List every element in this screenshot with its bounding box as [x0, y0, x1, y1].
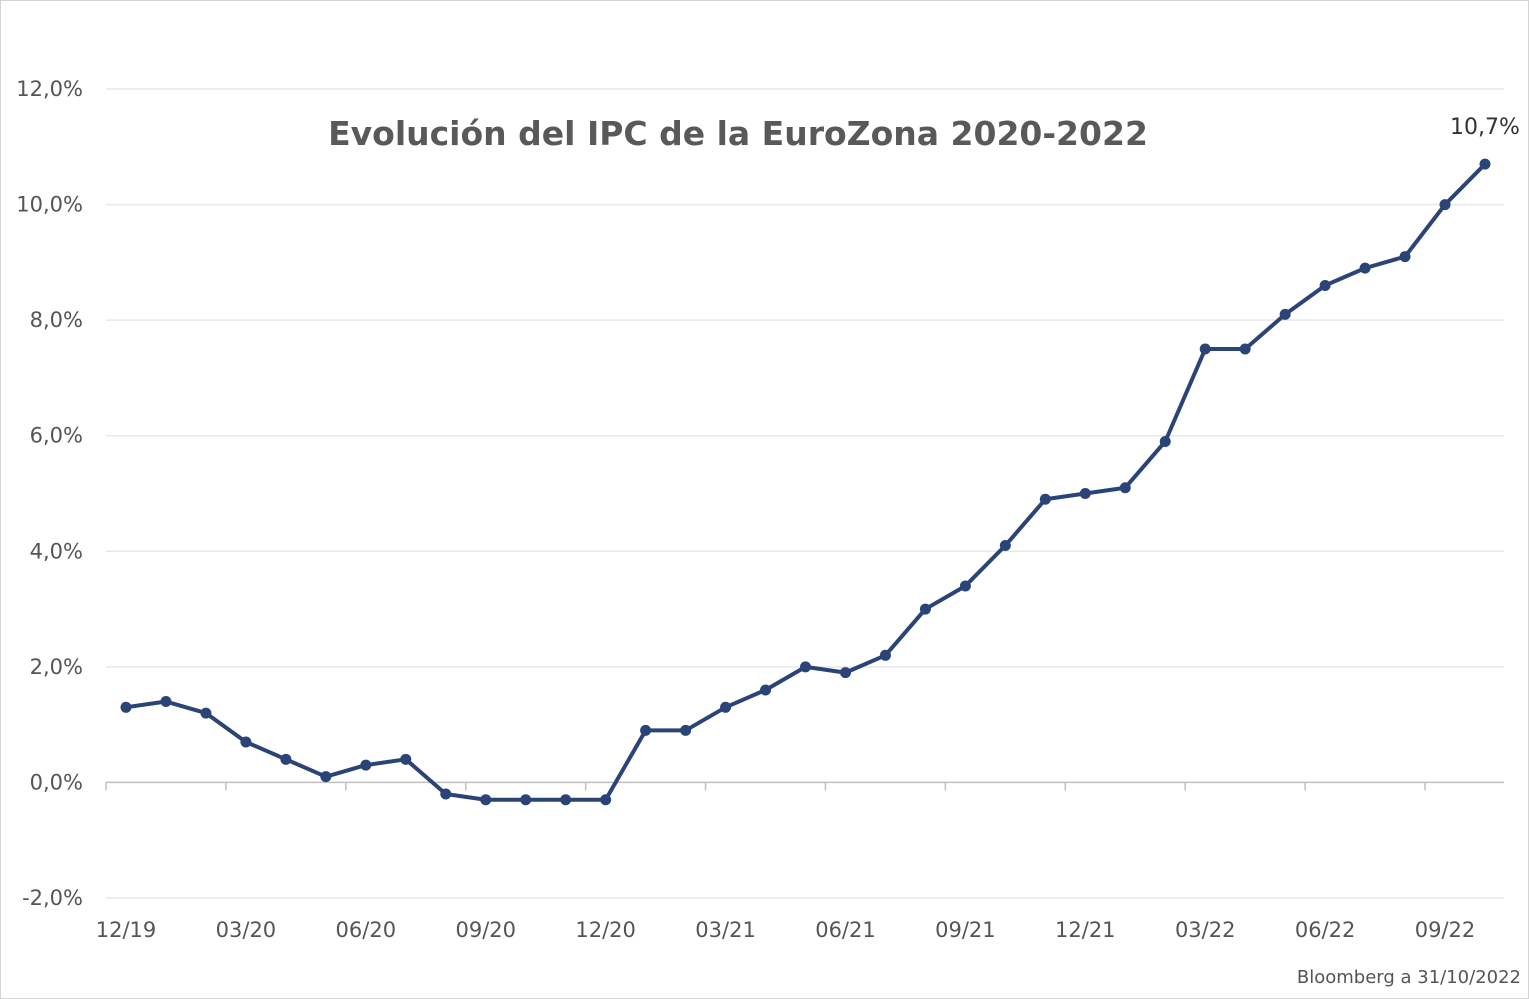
- y-tick-label: 6,0%: [30, 424, 83, 448]
- data-point: [879, 649, 891, 661]
- x-axis-ticks: 12/19 03/20 06/20 09/20 12/20 03/21 06/21 09/21…: [96, 918, 1476, 942]
- data-point: [1359, 262, 1371, 274]
- data-point: [240, 736, 252, 748]
- y-axis-ticks: -2,0% 0,0% 2,0% 4,0% 6,0% 8,0% 10,0% 12,0%: [16, 77, 83, 910]
- data-point: [280, 753, 292, 765]
- y-tick-label: 0,0%: [30, 770, 83, 794]
- data-point: [1159, 435, 1171, 447]
- data-point: [520, 794, 532, 806]
- chart-title: Evolución del IPC de la EuroZona 2020-20…: [328, 114, 1148, 153]
- y-tick-label: -2,0%: [22, 886, 83, 910]
- data-point: [1119, 482, 1131, 494]
- data-point: [1239, 343, 1251, 355]
- data-point: [1079, 488, 1091, 499]
- data-point: [120, 701, 132, 713]
- y-tick-label: 2,0%: [30, 655, 83, 679]
- data-point: [999, 540, 1011, 552]
- x-tick-label: 12/21: [1055, 918, 1116, 942]
- x-axis-tickmarks: [105, 782, 1426, 791]
- data-point: [640, 724, 652, 736]
- gridlines: [106, 88, 1504, 899]
- data-point: [800, 661, 811, 673]
- data-point: [600, 794, 612, 806]
- data-points: [120, 158, 1491, 806]
- data-point: [200, 707, 212, 719]
- data-point: [1039, 493, 1051, 505]
- data-point: [1439, 199, 1451, 211]
- y-tick-label: 12,0%: [16, 77, 83, 101]
- data-point: [1199, 343, 1211, 355]
- data-point: [320, 771, 332, 783]
- data-point: [1399, 251, 1411, 263]
- data-point: [760, 684, 772, 696]
- x-tick-label: 06/20: [336, 918, 397, 942]
- data-point: [1279, 308, 1291, 320]
- y-tick-label: 8,0%: [30, 308, 83, 332]
- x-tick-label: 09/20: [455, 918, 516, 942]
- data-point: [400, 753, 412, 765]
- data-point: [919, 603, 931, 615]
- x-tick-label: 06/21: [815, 918, 876, 942]
- data-point: [360, 759, 372, 771]
- x-tick-label: 12/20: [575, 918, 636, 942]
- data-point: [560, 794, 572, 806]
- data-point: [839, 667, 851, 679]
- data-point: [160, 696, 172, 708]
- y-tick-label: 4,0%: [30, 539, 83, 563]
- y-tick-label: 10,0%: [16, 193, 83, 217]
- data-point: [1479, 158, 1491, 170]
- x-tick-label: 12/19: [96, 918, 157, 942]
- last-value-label: 10,7%: [1450, 115, 1520, 140]
- x-tick-label: 06/22: [1295, 918, 1356, 942]
- data-point: [959, 580, 971, 592]
- source-note: Bloomberg a 31/10/2022: [1297, 967, 1521, 988]
- data-point: [720, 701, 732, 713]
- x-tick-label: 09/21: [935, 918, 996, 942]
- data-point: [1319, 279, 1331, 291]
- x-tick-label: 03/22: [1175, 918, 1236, 942]
- data-point: [680, 724, 692, 736]
- x-tick-label: 09/22: [1415, 918, 1476, 942]
- x-tick-label: 03/21: [695, 918, 756, 942]
- x-tick-label: 03/20: [216, 918, 277, 942]
- data-point: [440, 788, 452, 800]
- data-point: [480, 794, 492, 806]
- series-line-ipc: [124, 162, 1487, 802]
